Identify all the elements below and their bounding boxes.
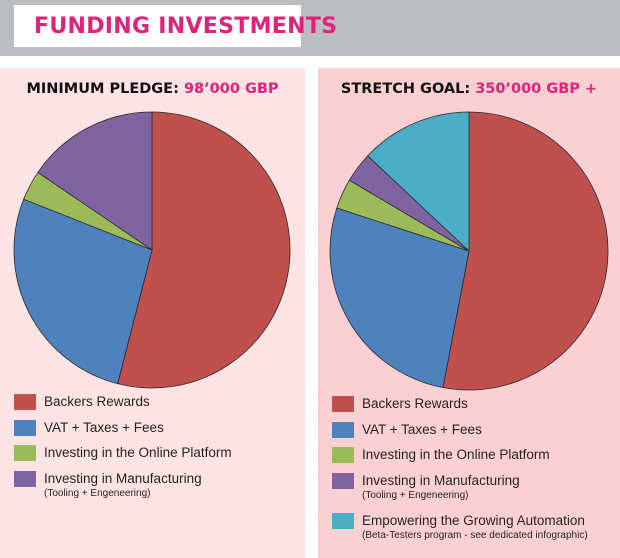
- stretch-goal-title-label: STRETCH GOAL:: [340, 81, 471, 97]
- pie-slice-vat-taxes-fees: [329, 207, 470, 389]
- legend-swatch: [14, 445, 36, 461]
- minimum-pledge-panel: MINIMUM PLEDGE: 98’000 GBP Backers Rewar…: [0, 68, 305, 558]
- legend-swatch: [14, 419, 36, 436]
- legend-swatch: [14, 394, 36, 410]
- stretch-goal-title-value: 350’000 GBP +: [475, 81, 598, 97]
- legend-label: VAT + Taxes + Fees: [362, 421, 482, 437]
- legend-label: Backers Rewards: [362, 396, 468, 411]
- legend-label: Investing in Manufacturing: [44, 470, 202, 486]
- legend-label: Empowering the Growing Automation: [362, 513, 585, 528]
- legend-swatch: [332, 472, 354, 489]
- minimum-pledge-title: MINIMUM PLEDGE: 98’000 GBP: [0, 81, 305, 97]
- minimum-pledge-title-label: MINIMUM PLEDGE:: [26, 81, 179, 97]
- legend-sublabel: (Tooling + Engeneering): [44, 487, 151, 499]
- stretch-goal-title: STRETCH GOAL: 350’000 GBP +: [318, 81, 620, 97]
- pie-slice-backers-rewards: [117, 111, 291, 389]
- legend-swatch: [14, 470, 36, 487]
- page-title: FUNDING INVESTMENTS: [34, 14, 338, 39]
- legend-sublabel: (Tooling + Engeneering): [362, 489, 469, 501]
- pie-slice-investing-in-manufacturing: [37, 111, 153, 251]
- legend-swatch: [332, 396, 354, 412]
- stretch-goal-panel: STRETCH GOAL: 350’000 GBP + Backers Rewa…: [318, 68, 620, 558]
- pie-slice-empowering-the-growing-automation: [367, 111, 470, 252]
- legend-sublabel: (Beta-Testers program - see dedicated in…: [362, 530, 588, 541]
- header-title-box: FUNDING INVESTMENTS: [14, 5, 337, 47]
- legend-label: Investing in the Online Platform: [44, 445, 232, 460]
- header-banner: FUNDING INVESTMENTS: [0, 0, 620, 56]
- pie-slice-vat-taxes-fees: [13, 198, 153, 385]
- stretch-goal-pie-chart: [329, 111, 609, 391]
- minimum-pledge-title-value: 98’000 GBP: [183, 81, 279, 97]
- legend-swatch: [332, 421, 354, 438]
- legend-label: Investing in the Online Platform: [362, 447, 550, 462]
- legend-label: Backers Rewards: [44, 394, 150, 409]
- legend-label: VAT + Taxes + Fees: [44, 419, 164, 435]
- minimum-pledge-pie-chart: [13, 111, 291, 389]
- legend-swatch: [332, 513, 354, 529]
- legend-label: Investing in Manufacturing: [362, 472, 520, 488]
- pie-slice-backers-rewards: [442, 111, 609, 391]
- legend-swatch: [332, 447, 354, 463]
